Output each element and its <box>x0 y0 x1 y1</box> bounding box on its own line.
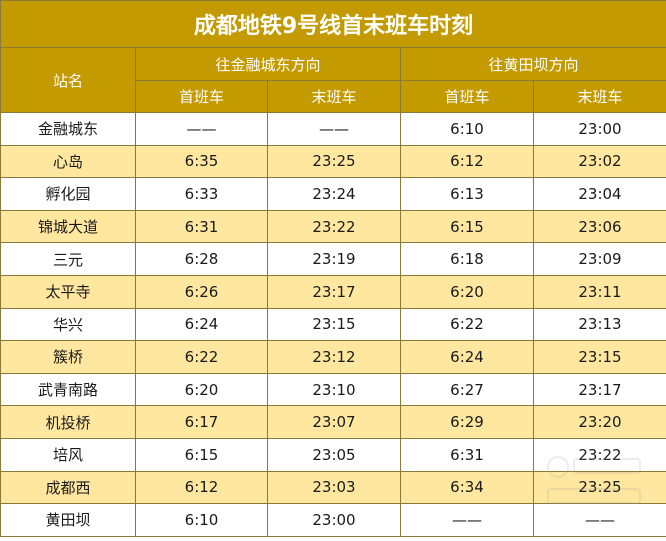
dir2-last-train: 23:20 <box>533 405 666 439</box>
title-row: 成都地铁9号线首末班车时刻 <box>0 0 666 48</box>
dir1-last-train: —— <box>267 112 401 146</box>
dir2-first-train: —— <box>400 503 534 537</box>
station-header: 站名 <box>0 47 136 113</box>
station-name: 金融城东 <box>0 112 136 146</box>
dir2-first-train: 6:31 <box>400 437 534 472</box>
station-name: 武青南路 <box>0 372 136 407</box>
dir1-first-train: 6:17 <box>135 405 268 439</box>
dir1-last-train: 23:22 <box>267 209 401 244</box>
table-row: 机投桥 6:17 23:07 6:29 23:20 <box>0 405 666 439</box>
dir2-first-train: 6:34 <box>400 470 534 505</box>
dir2-last-train: 23:02 <box>533 144 666 179</box>
direction-header-2: 往黄田坝方向 <box>400 47 666 81</box>
station-name: 华兴 <box>0 307 136 342</box>
dir2-first-train: 6:15 <box>400 209 534 244</box>
dir2-first-train: 6:13 <box>400 177 534 211</box>
station-name: 三元 <box>0 242 136 276</box>
dir1-first-train: 6:15 <box>135 437 268 472</box>
dir2-last-train: 23:25 <box>533 470 666 505</box>
table-row: 心岛 6:35 23:25 6:12 23:02 <box>0 144 666 179</box>
dir2-first-train: 6:22 <box>400 307 534 342</box>
dir1-last-train: 23:15 <box>267 307 401 342</box>
first-train-header: 首班车 <box>135 80 268 113</box>
dir1-last-train: 23:17 <box>267 274 401 309</box>
station-name: 成都西 <box>0 470 136 505</box>
dir2-first-train: 6:20 <box>400 274 534 309</box>
dir1-first-train: 6:10 <box>135 503 268 537</box>
table-row: 太平寺 6:26 23:17 6:20 23:11 <box>0 274 666 309</box>
dir1-last-train: 23:19 <box>267 242 401 276</box>
station-name: 黄田坝 <box>0 503 136 537</box>
table-row: 簇桥 6:22 23:12 6:24 23:15 <box>0 340 666 374</box>
dir2-last-train: 23:06 <box>533 209 666 244</box>
dir2-last-train: 23:04 <box>533 177 666 211</box>
dir2-last-train: 23:09 <box>533 242 666 276</box>
table-row: 华兴 6:24 23:15 6:22 23:13 <box>0 307 666 342</box>
dir1-last-train: 23:24 <box>267 177 401 211</box>
table-row: 锦城大道 6:31 23:22 6:15 23:06 <box>0 209 666 244</box>
station-name: 心岛 <box>0 144 136 179</box>
station-name: 太平寺 <box>0 274 136 309</box>
dir1-first-train: 6:26 <box>135 274 268 309</box>
direction-header-1: 往金融城东方向 <box>135 47 401 81</box>
header-row-directions: 站名 往金融城东方向 往黄田坝方向 <box>0 47 666 113</box>
dir2-last-train: 23:22 <box>533 437 666 472</box>
last-train-header: 末班车 <box>267 80 401 113</box>
dir1-first-train: 6:33 <box>135 177 268 211</box>
dir2-first-train: 6:24 <box>400 340 534 374</box>
table-row: 黄田坝 6:10 23:00 —— —— <box>0 503 666 537</box>
dir1-last-train: 23:10 <box>267 372 401 407</box>
dir2-first-train: 6:10 <box>400 112 534 146</box>
dir1-last-train: 23:00 <box>267 503 401 537</box>
dir2-last-train: 23:11 <box>533 274 666 309</box>
dir1-last-train: 23:07 <box>267 405 401 439</box>
table-row: 三元 6:28 23:19 6:18 23:09 <box>0 242 666 276</box>
dir1-last-train: 23:25 <box>267 144 401 179</box>
dir1-first-train: 6:35 <box>135 144 268 179</box>
page-title: 成都地铁9号线首末班车时刻 <box>0 0 666 48</box>
dir2-last-train: 23:00 <box>533 112 666 146</box>
dir2-first-train: 6:18 <box>400 242 534 276</box>
dir2-last-train: 23:15 <box>533 340 666 374</box>
first-train-header: 首班车 <box>400 80 534 113</box>
station-name: 孵化园 <box>0 177 136 211</box>
table-row: 成都西 6:12 23:03 6:34 23:25 <box>0 470 666 505</box>
dir1-first-train: 6:24 <box>135 307 268 342</box>
dir2-first-train: 6:27 <box>400 372 534 407</box>
dir1-last-train: 23:05 <box>267 437 401 472</box>
dir1-last-train: 23:12 <box>267 340 401 374</box>
dir1-first-train: —— <box>135 112 268 146</box>
dir1-last-train: 23:03 <box>267 470 401 505</box>
dir1-first-train: 6:31 <box>135 209 268 244</box>
dir1-first-train: 6:20 <box>135 372 268 407</box>
dir2-first-train: 6:12 <box>400 144 534 179</box>
timetable-body: 金融城东 —— —— 6:10 23:00 心岛 6:35 23:25 6:12 23:02 孵化园… <box>0 112 666 537</box>
dir2-last-train: —— <box>533 503 666 537</box>
table-row: 培风 6:15 23:05 6:31 23:22 <box>0 437 666 472</box>
station-name: 簇桥 <box>0 340 136 374</box>
header-row-times: 首班车 末班车 首班车 末班车 <box>1 80 666 113</box>
station-name: 锦城大道 <box>0 209 136 244</box>
table-row: 孵化园 6:33 23:24 6:13 23:04 <box>0 177 666 211</box>
station-name: 机投桥 <box>0 405 136 439</box>
station-name: 培风 <box>0 437 136 472</box>
dir2-last-train: 23:13 <box>533 307 666 342</box>
dir2-first-train: 6:29 <box>400 405 534 439</box>
dir1-first-train: 6:22 <box>135 340 268 374</box>
dir2-last-train: 23:17 <box>533 372 666 407</box>
dir1-first-train: 6:12 <box>135 470 268 505</box>
table-row: 武青南路 6:20 23:10 6:27 23:17 <box>0 372 666 407</box>
dir1-first-train: 6:28 <box>135 242 268 276</box>
table-row: 金融城东 —— —— 6:10 23:00 <box>0 112 666 146</box>
last-train-header: 末班车 <box>533 80 666 113</box>
